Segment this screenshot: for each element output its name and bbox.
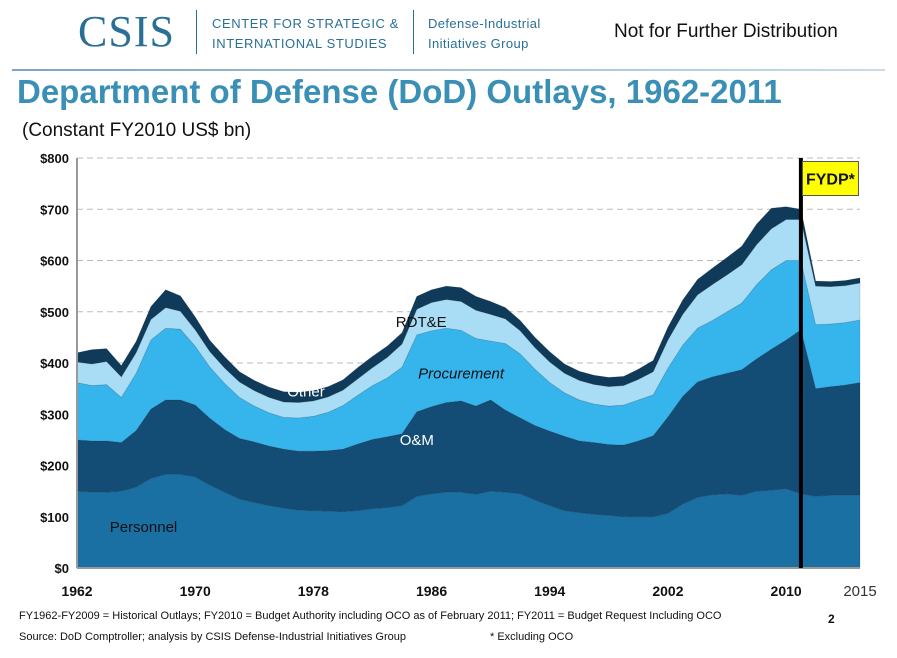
footnote-source: Source: DoD Comptroller; analysis by CSI… — [19, 631, 406, 643]
x-tick-label: 2002 — [652, 583, 683, 599]
x-tick-label: 1970 — [180, 583, 211, 599]
y-tick-label: $100 — [40, 510, 69, 525]
x-tick-label: 1994 — [534, 583, 565, 599]
x-tick-label: 2015 — [843, 583, 876, 600]
distribution-notice: Not for Further Distribution — [614, 21, 838, 42]
y-tick-label: $400 — [40, 356, 69, 371]
series-label: Other — [287, 383, 325, 400]
series-label: O&M — [400, 432, 434, 449]
axes: $0 $100 $200 $300 $400 $500 $600 $700 $800 1962 19… — [40, 151, 877, 600]
chart-title: Department of Defense (DoD) Outlays, 196… — [17, 73, 782, 110]
y-tick-label: $800 — [40, 151, 69, 166]
slide-header: CSIS CENTER FOR STRATEGIC & INTERNATIONA… — [0, 0, 897, 71]
center-name: CENTER FOR STRATEGIC & INTERNATIONAL STU… — [212, 16, 400, 51]
series-label: Personnel — [110, 519, 178, 536]
series-label: Procurement — [418, 365, 505, 382]
chart-subtitle: (Constant FY2010 US$ bn) — [22, 120, 252, 141]
x-tick-label: 2010 — [771, 583, 802, 599]
logo-divider-2 — [413, 10, 414, 54]
header-rule — [12, 69, 885, 71]
area-o-m — [76, 329, 861, 518]
y-tick-label: $600 — [40, 254, 69, 269]
area-procurement — [76, 260, 861, 452]
x-tick-label: 1978 — [298, 583, 329, 599]
area-other — [76, 206, 861, 403]
x-tick-label: 1962 — [61, 583, 92, 599]
footnote-years: FY1962-FY2009 = Historical Outlays; FY20… — [19, 610, 722, 622]
x-tick-label: 1986 — [416, 583, 447, 599]
y-tick-label: $0 — [55, 561, 69, 576]
y-tick-label: $700 — [40, 202, 69, 217]
area-rdt-e — [76, 219, 861, 419]
stacked-areas — [76, 206, 861, 569]
series-labels: Personnel O&M Procurement RDT&E Other — [110, 314, 505, 536]
group-name: Defense-Industrial Initiatives Group — [428, 16, 541, 51]
fydp-label: FYDP* — [806, 172, 856, 189]
series-label: RDT&E — [396, 314, 447, 331]
footnote-excluding: * Excluding OCO — [490, 631, 574, 643]
fydp-box — [801, 161, 859, 196]
page-number: 2 — [828, 612, 835, 626]
logo-divider — [196, 10, 197, 54]
csis-logo: CSIS — [78, 7, 175, 56]
fydp-marker: FYDP* — [798, 158, 859, 568]
y-tick-label: $200 — [40, 459, 69, 474]
y-tick-label: $300 — [40, 407, 69, 422]
y-tick-label: $500 — [40, 305, 69, 320]
